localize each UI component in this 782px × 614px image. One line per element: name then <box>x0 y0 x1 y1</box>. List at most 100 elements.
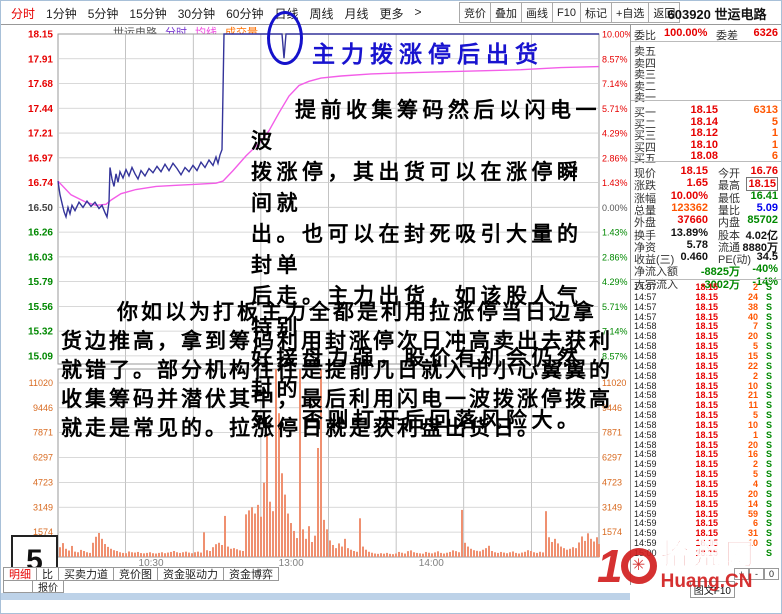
tick-flag: S <box>765 429 772 440</box>
info-label: 涨跌 <box>634 180 656 193</box>
zoom-0-button[interactable]: 0 <box>764 568 779 580</box>
tick-row: 14:59 18.15 2 S <box>634 459 780 469</box>
tick-qty: 2 <box>752 459 758 470</box>
tick-time: 14:58 <box>634 370 657 381</box>
volume-bar <box>227 546 229 557</box>
volume-bar <box>302 529 304 557</box>
percent-axis-label: 5.71% <box>602 302 628 312</box>
volume-bar <box>356 551 358 557</box>
volume-bar <box>176 552 178 557</box>
chevron-right-icon[interactable]: > <box>414 5 422 19</box>
bottom-tab-明细[interactable]: 明细 <box>3 567 37 581</box>
tab-周线[interactable]: 周线 <box>309 7 334 21</box>
flow-value: -3002万 <box>700 279 740 291</box>
volume-bar <box>326 529 328 557</box>
info-value: 37660 <box>677 214 708 227</box>
sell-row-卖二[interactable]: 卖二 <box>634 78 780 93</box>
tick-time: 14:57 <box>634 301 657 312</box>
volume-bar <box>335 548 337 557</box>
volume-bar <box>419 553 421 557</box>
tick-row: 14:58 18.15 15 S <box>634 351 780 361</box>
toolbar-button-画线[interactable]: 画线 <box>522 2 553 23</box>
volume-bar <box>593 541 595 557</box>
volume-axis-label: 11020 <box>602 378 626 388</box>
buy-row-买五[interactable]: 买五 18.08 6 <box>634 150 780 165</box>
tick-flag: S <box>765 469 772 480</box>
buy-row-买二[interactable]: 买二 18.14 5 <box>634 116 780 131</box>
volume-bar <box>134 552 136 557</box>
toolbar-button-叠加[interactable]: 叠加 <box>491 2 522 23</box>
tick-time: 14:58 <box>634 341 657 352</box>
bottom-tab2-报价[interactable]: 报价 <box>33 580 64 594</box>
volume-bar <box>476 550 478 557</box>
volume-bar <box>188 552 190 557</box>
volume-bar <box>320 369 322 557</box>
f10-button[interactable]: 图文F10 <box>689 581 735 598</box>
volume-bar <box>404 553 406 557</box>
volume-bar <box>248 510 250 557</box>
tab-月线[interactable]: 月线 <box>344 7 369 21</box>
info-row-外盘: 外盘 37660 内盘 85702 <box>634 214 780 229</box>
sell-row-卖一[interactable]: 卖一 <box>634 89 780 104</box>
tab-60分钟[interactable]: 60分钟 <box>226 7 264 21</box>
info-value: 1.65 <box>686 177 708 190</box>
info-value: 18.15 <box>746 177 778 192</box>
tick-price: 18.15 <box>695 469 718 480</box>
info-row-换手: 换手 13.89% 股本 4.02亿 <box>634 227 780 242</box>
volume-axis-label: 4723 <box>602 477 622 487</box>
tab-15分钟[interactable]: 15分钟 <box>129 7 167 21</box>
tick-flag: S <box>765 390 772 401</box>
volume-bar <box>359 518 361 557</box>
tab-分时[interactable]: 分时 <box>11 7 36 21</box>
volume-bar <box>566 549 568 557</box>
bottom-tab-竞价图[interactable]: 竞价图 <box>114 567 158 581</box>
tick-qty: 21 <box>747 390 758 401</box>
mini-controls: + -0 <box>734 568 779 580</box>
tab-更多[interactable]: 更多 <box>379 7 404 21</box>
buy-row-买三[interactable]: 买三 18.12 1 <box>634 127 780 142</box>
info-value: 5.09 <box>756 201 778 214</box>
tab-1分钟[interactable]: 1分钟 <box>46 7 77 21</box>
toolbar-button-F10[interactable]: F10 <box>553 2 581 23</box>
volume-bar <box>161 552 163 557</box>
volume-bar <box>191 553 193 557</box>
toolbar-button-返回[interactable]: 返回 <box>649 2 681 23</box>
tab-30分钟[interactable]: 30分钟 <box>177 7 216 21</box>
tick-price: 18.15 <box>695 380 718 391</box>
tick-row: 14:58 18.15 20 S <box>634 331 780 341</box>
volume-bar <box>416 552 418 557</box>
price-axis-label: 15.56 <box>28 302 53 313</box>
toolbar-button-标记[interactable]: 标记 <box>580 2 612 23</box>
volume-bar <box>584 540 586 557</box>
divider <box>631 41 781 42</box>
tick-qty: 20 <box>747 331 758 342</box>
annotation-paragraph-2: 你如以为打板主力全都是利用拉涨停当日边拿 货边推高，拿到筹码利用封涨停次日冲高卖… <box>61 301 613 440</box>
sell-row-卖五[interactable]: 卖五 <box>634 43 780 58</box>
percent-axis-label: 8.57% <box>602 54 628 64</box>
tick-row: 14:58 18.15 16 S <box>634 449 780 459</box>
annotation-circle <box>267 11 303 65</box>
tick-qty: 20 <box>747 488 758 499</box>
sell-row-卖四[interactable]: 卖四 <box>634 55 780 70</box>
volume-bar <box>122 552 124 557</box>
bottom-tab-买卖力道[interactable]: 买卖力道 <box>59 567 114 581</box>
tab-5分钟[interactable]: 5分钟 <box>87 7 119 21</box>
buy-row-买四[interactable]: 买四 18.10 1 <box>634 139 780 154</box>
tick-qty: 10 <box>747 538 758 549</box>
toolbar-button-竞价[interactable]: 竞价 <box>459 2 491 23</box>
zoom-+-button[interactable]: + <box>734 568 749 580</box>
buy-row-买一[interactable]: 买一 18.15 6313 <box>634 104 780 119</box>
bottom-tab2-blank[interactable] <box>3 580 33 593</box>
toolbar-button-+自选[interactable]: +自选 <box>611 2 650 23</box>
volume-bar <box>197 551 199 557</box>
sell-row-卖三[interactable]: 卖三 <box>634 66 780 81</box>
info-label: 换手 <box>634 229 656 242</box>
zoom---button[interactable]: - <box>749 568 764 580</box>
bottom-tab-资金博弈[interactable]: 资金博弈 <box>224 567 279 581</box>
volume-bar <box>455 551 457 557</box>
tick-time: 14:59 <box>634 469 657 480</box>
volume-bar <box>524 551 526 557</box>
bottom-tab-资金驱动力[interactable]: 资金驱动力 <box>158 567 224 581</box>
volume-bar <box>167 552 169 557</box>
